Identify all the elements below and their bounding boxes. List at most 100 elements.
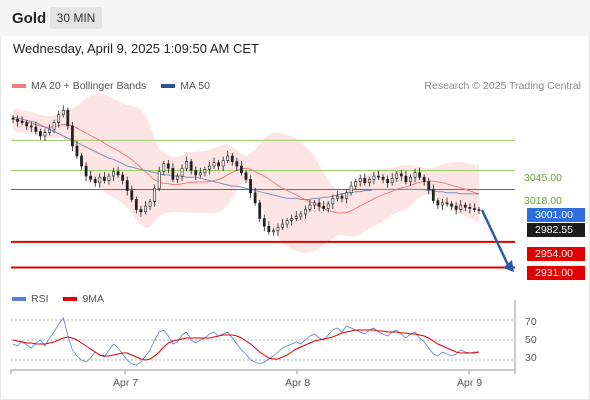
candle-body (125, 180, 129, 191)
last-price-tag: 2982.55 (527, 223, 585, 237)
candle-body (308, 204, 312, 210)
candle-body (43, 132, 47, 137)
candle-body (221, 160, 225, 167)
forecast-arrowhead (503, 260, 514, 272)
candle-body (436, 200, 440, 206)
candle-body (404, 175, 408, 182)
candle-body (463, 204, 467, 208)
candle-body (180, 167, 184, 177)
candle-body (11, 117, 15, 120)
candle-body (25, 122, 29, 127)
candle-body (112, 171, 115, 177)
research-credit: Research © 2025 Trading Central (424, 80, 581, 92)
level-tag-2954: 2954.00 (527, 247, 585, 261)
x-tick-apr9: Apr 9 (457, 377, 483, 389)
candle-body (390, 177, 394, 184)
candle-body (326, 203, 330, 209)
candle-body (331, 198, 335, 205)
header-bar: Gold 30 MIN (0, 0, 590, 36)
candle-body (427, 181, 431, 190)
main-legend: MA 20 + Bollinger Bands MA 50 (12, 80, 210, 92)
candle-body (139, 209, 143, 213)
candle-body (422, 176, 426, 182)
candle-body (166, 163, 170, 169)
candle-body (381, 176, 385, 180)
instrument-title: Gold (12, 10, 47, 27)
candle-body (244, 172, 248, 180)
candle-body (198, 172, 202, 176)
candle-body (477, 209, 481, 211)
candle-body (395, 173, 399, 179)
candle-body (377, 175, 380, 178)
candle-body (29, 125, 33, 128)
candle-body (290, 218, 294, 221)
candle-body (468, 206, 472, 209)
x-tick-apr7: Apr 7 (113, 377, 139, 389)
timeframe-button[interactable]: 30 MIN (50, 7, 102, 29)
level-tag-3001: 3001.00 (527, 208, 585, 222)
level-label-3018: 3018.00 (524, 195, 562, 207)
candle-body (84, 165, 88, 177)
legend-label-rsi: RSI (31, 293, 49, 305)
candle-body (294, 215, 298, 219)
rsi-tick-50: 50 (525, 334, 537, 346)
candle-body (299, 213, 303, 217)
candle-body (226, 155, 230, 161)
level-label-3045: 3045.00 (524, 172, 562, 184)
candle-body (16, 118, 19, 122)
candle-body (89, 175, 93, 180)
candle-body (445, 202, 449, 205)
legend-item-ma50: MA 50 (161, 80, 210, 92)
candle-body (130, 190, 134, 200)
candle-body (258, 202, 262, 219)
candle-body (262, 218, 266, 227)
candle-body (335, 195, 339, 199)
candle-body (235, 161, 239, 167)
candle-body (418, 172, 422, 178)
candle-body (66, 109, 70, 127)
rsi-9ma-line (12, 329, 480, 361)
legend-item-ma20: MA 20 + Bollinger Bands (12, 80, 146, 92)
candle-body (134, 199, 138, 210)
candle-body (185, 161, 189, 169)
candle-body (272, 230, 275, 233)
legend-item-9ma: 9MA (63, 293, 104, 305)
candle-body (189, 161, 193, 171)
candle-body (372, 175, 376, 180)
candle-body (171, 167, 175, 180)
legend-item-rsi: RSI (12, 293, 49, 305)
candle-body (107, 175, 111, 181)
candle-body (454, 205, 458, 210)
rsi-tick-30: 30 (525, 352, 537, 364)
candle-body (363, 177, 367, 184)
candle-body (208, 165, 211, 170)
candle-body (212, 162, 216, 167)
candle-body (322, 205, 326, 209)
candle-body (313, 202, 316, 206)
candle-body (303, 209, 307, 215)
candle-body (230, 155, 234, 162)
candle-body (267, 225, 271, 233)
legend-label-ma20: MA 20 + Bollinger Bands (31, 80, 147, 92)
candle-body (194, 170, 198, 176)
candle-body (441, 202, 444, 206)
candle-body (249, 179, 252, 194)
candle-body (317, 202, 321, 207)
candle-body (148, 201, 152, 207)
candle-body (61, 109, 65, 116)
candle-body (98, 176, 102, 184)
candle-body (431, 189, 435, 201)
candle-body (39, 131, 42, 137)
candle-body (75, 145, 79, 157)
candle-body (240, 165, 243, 174)
forecast-arrow-shaft (480, 209, 510, 266)
candle-body (162, 163, 166, 172)
timestamp: Wednesday, April 9, 2025 1:09:50 AM CET (13, 41, 259, 56)
candle-body (217, 162, 220, 167)
candle-body (48, 128, 51, 133)
legend-label-9ma: 9MA (82, 293, 105, 305)
candle-body (176, 175, 179, 180)
candle-body (276, 227, 280, 232)
candle-body (450, 203, 453, 207)
